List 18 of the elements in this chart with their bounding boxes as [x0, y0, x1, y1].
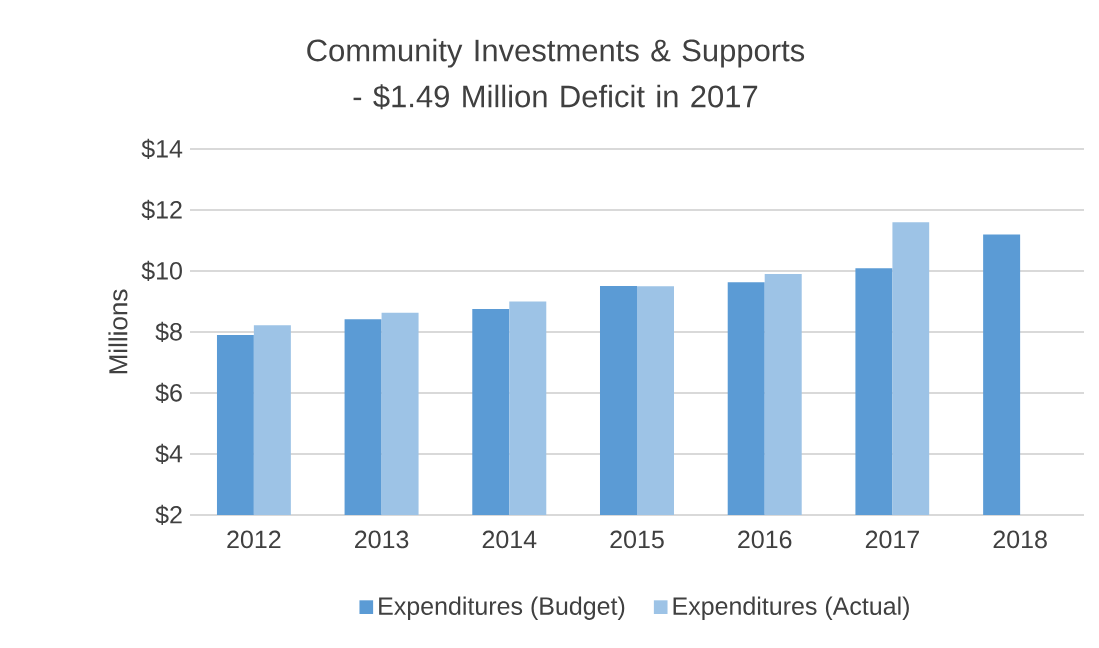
x-tick-label: 2012	[227, 530, 281, 549]
legend-label: Expenditures (Actual)	[673, 596, 909, 620]
y-tick-label: $14	[141, 138, 183, 160]
x-tick-label: 2015	[610, 530, 664, 549]
y-tick-label: $6	[155, 382, 182, 404]
x-tick-label: 2013	[355, 530, 409, 549]
x-tick-label: 2016	[738, 530, 792, 549]
y-tick-label: $10	[141, 260, 182, 282]
x-tick-label: 2018	[993, 530, 1047, 549]
x-tick-label: 2017	[865, 530, 919, 549]
y-tick-label: $2	[155, 504, 182, 526]
y-tick-label: $4	[155, 443, 183, 465]
x-tick-label: 2014	[482, 530, 537, 549]
legend-label: Expenditures (Budget)	[379, 596, 625, 620]
chart-title: Community Investments & Supports - $1.49 Million Deficit in 2017	[307, 38, 805, 110]
y-tick-label: $12	[141, 199, 182, 221]
y-tick-label: $8	[155, 321, 182, 343]
y-axis-title: Millions	[108, 289, 128, 374]
